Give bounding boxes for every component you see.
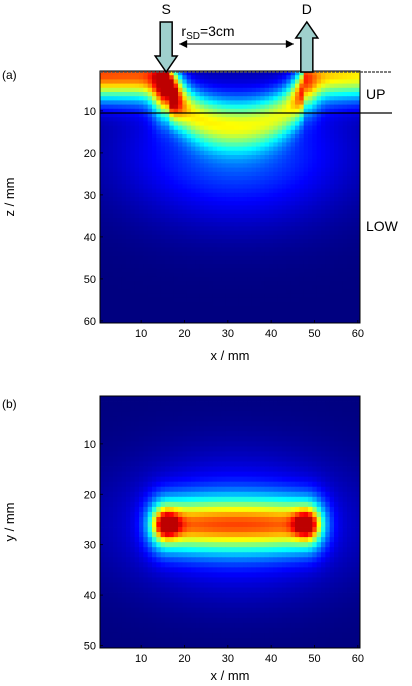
detector-arrow [294,20,320,73]
heatmap-a [100,71,361,324]
panel-a-label: (a) [2,68,17,82]
y-tick-label: 50 [84,640,96,652]
separation-label: rSD=3cm [181,23,234,42]
x-tick-label: 50 [308,328,320,340]
x-tick-label: 10 [135,653,147,665]
plot-frame-b [99,395,361,649]
axes-a: 10 20 30 40 50 60 10 20 30 40 50 60 [84,106,364,340]
y-tick-label: 60 [84,316,96,328]
y-tick-label: 20 [84,489,96,501]
layer-label-low: LOW [366,218,399,234]
y-tick-label: 50 [84,274,96,286]
x-tick-label: 10 [135,328,147,340]
axes-b: 10 20 30 40 50 60 10 20 30 40 50 [84,439,364,665]
source-arrow [153,21,179,74]
x-tick-label: 60 [352,653,364,665]
layer-label-up: UP [366,86,385,102]
y-tick-label: 10 [84,106,96,118]
y-axis-label-a: z / mm [2,178,17,217]
y-tick-label: 10 [84,439,96,451]
y-tick-label: 20 [84,148,96,160]
y-tick-label: 40 [84,232,96,244]
separation-arrow [179,40,294,48]
x-tick-label: 20 [178,328,190,340]
x-tick-label: 20 [178,653,190,665]
x-tick-label: 40 [265,653,277,665]
x-tick-label: 30 [222,328,234,340]
y-tick-label: 30 [84,190,96,202]
source-label: S [161,1,170,17]
plot-frame-a [99,70,361,324]
x-axis-label-b: x / mm [211,668,250,683]
y-tick-label: 30 [84,540,96,552]
x-tick-label: 50 [308,653,320,665]
x-tick-label: 40 [265,328,277,340]
x-tick-label: 30 [222,653,234,665]
heatmap-b [100,396,361,649]
x-axis-label-a: x / mm [211,348,250,363]
detector-label: D [302,1,312,17]
x-tick-label: 60 [352,328,364,340]
y-tick-label: 40 [84,590,96,602]
panel-b-label: (b) [2,397,17,411]
panel-a: (a) S D rSD=3cm UP LOW 10 20 30 40 50 60 10 20 3… [2,1,399,363]
panel-b: (b) 10 20 30 40 50 60 10 20 30 40 50 x / mm y / mm [2,395,364,683]
y-axis-label-b: y / mm [2,503,17,542]
